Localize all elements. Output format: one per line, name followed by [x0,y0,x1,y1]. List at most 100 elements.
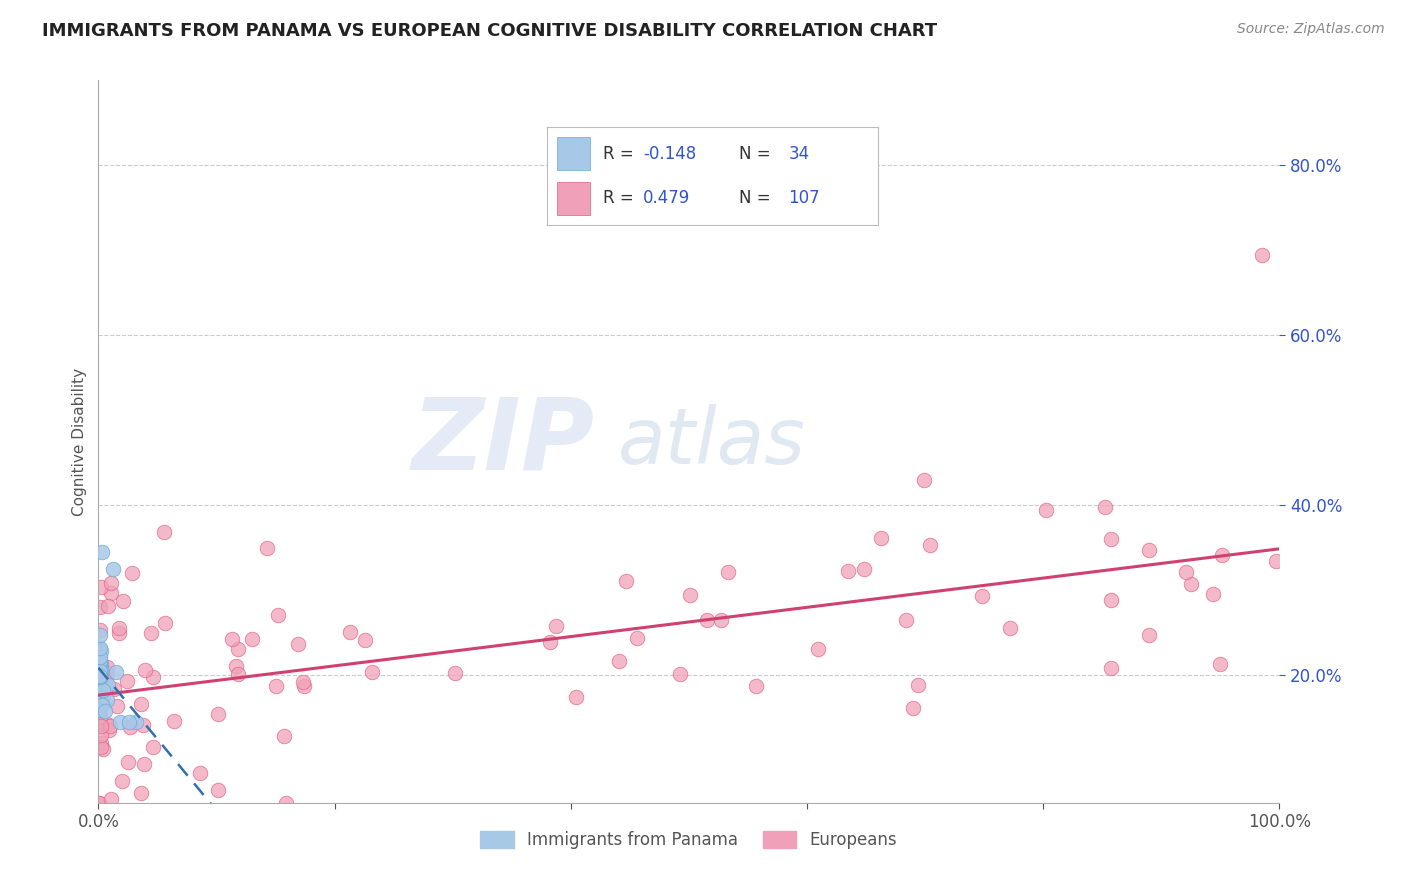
Point [717,565,740,579]
Point [89,687,111,701]
Point [121,566,143,581]
Point [1180,577,1202,591]
Point [1208,657,1230,671]
Point [100,792,122,806]
Point [163,714,186,729]
Point [110,773,132,788]
Point [97,678,120,692]
Point [696,613,718,627]
Point [564,690,586,705]
Point [87,672,110,686]
Point [90,657,112,672]
Point [190,765,212,780]
Y-axis label: Cognitive Disability: Cognitive Disability [72,368,87,516]
Point [129,786,152,800]
Point [870,531,893,545]
Point [87,717,110,731]
Point [1250,247,1272,261]
Point [607,654,630,668]
Point [1099,661,1122,675]
Point [998,621,1021,635]
Point [142,740,165,755]
Point [91,682,114,697]
Point [89,672,111,686]
Point [89,670,111,684]
Point [94,704,117,718]
Point [837,564,859,578]
Point [1035,503,1057,517]
Point [894,614,917,628]
Point [89,649,111,664]
Point [87,673,110,688]
Point [89,796,111,810]
Text: IMMIGRANTS FROM PANAMA VS EUROPEAN COGNITIVE DISABILITY CORRELATION CHART: IMMIGRANTS FROM PANAMA VS EUROPEAN COGNI… [42,22,938,40]
Point [118,715,141,730]
Point [538,635,561,649]
Point [912,473,935,487]
Point [89,658,111,673]
Point [90,698,112,712]
Point [97,599,120,613]
Point [1265,554,1288,568]
Point [1137,628,1160,642]
Point [89,668,111,682]
Point [710,613,733,627]
Point [105,665,128,680]
Point [96,693,118,707]
Point [207,706,229,721]
Point [91,741,114,756]
Point [744,679,766,693]
Point [93,690,115,704]
Point [89,710,111,724]
Point [89,628,111,642]
Point [240,632,263,646]
Point [87,796,110,810]
Point [90,736,112,750]
Point [89,676,111,690]
Point [105,699,128,714]
Point [90,719,112,733]
Point [129,697,152,711]
Text: Source: ZipAtlas.com: Source: ZipAtlas.com [1237,22,1385,37]
Point [228,641,250,656]
Point [98,723,121,738]
Point [273,729,295,743]
Legend: Immigrants from Panama, Europeans: Immigrants from Panama, Europeans [474,824,904,856]
Point [89,654,111,668]
Point [89,677,111,691]
Point [108,714,131,729]
Point [339,624,361,639]
Point [96,660,118,674]
Point [89,623,111,637]
Point [103,681,125,696]
Point [90,644,112,658]
Point [89,703,111,717]
Point [626,631,648,645]
Point [1137,542,1160,557]
Point [361,665,384,679]
Point [134,757,156,772]
Point [107,626,129,640]
Point [125,714,148,729]
Point [89,668,111,682]
Point [256,541,278,555]
Point [118,720,141,734]
Point [90,739,112,754]
Point [901,701,924,715]
Point [89,657,111,671]
Point [91,545,114,559]
Point [87,676,110,690]
Point [94,675,117,690]
Point [89,693,111,707]
Point [98,719,121,733]
Point [90,580,112,594]
Point [679,589,702,603]
Point [107,621,129,635]
Point [1175,565,1198,579]
Point [544,619,567,633]
Point [100,576,122,591]
Point [276,796,298,810]
Point [907,678,929,692]
Point [89,641,111,656]
Point [111,594,134,608]
